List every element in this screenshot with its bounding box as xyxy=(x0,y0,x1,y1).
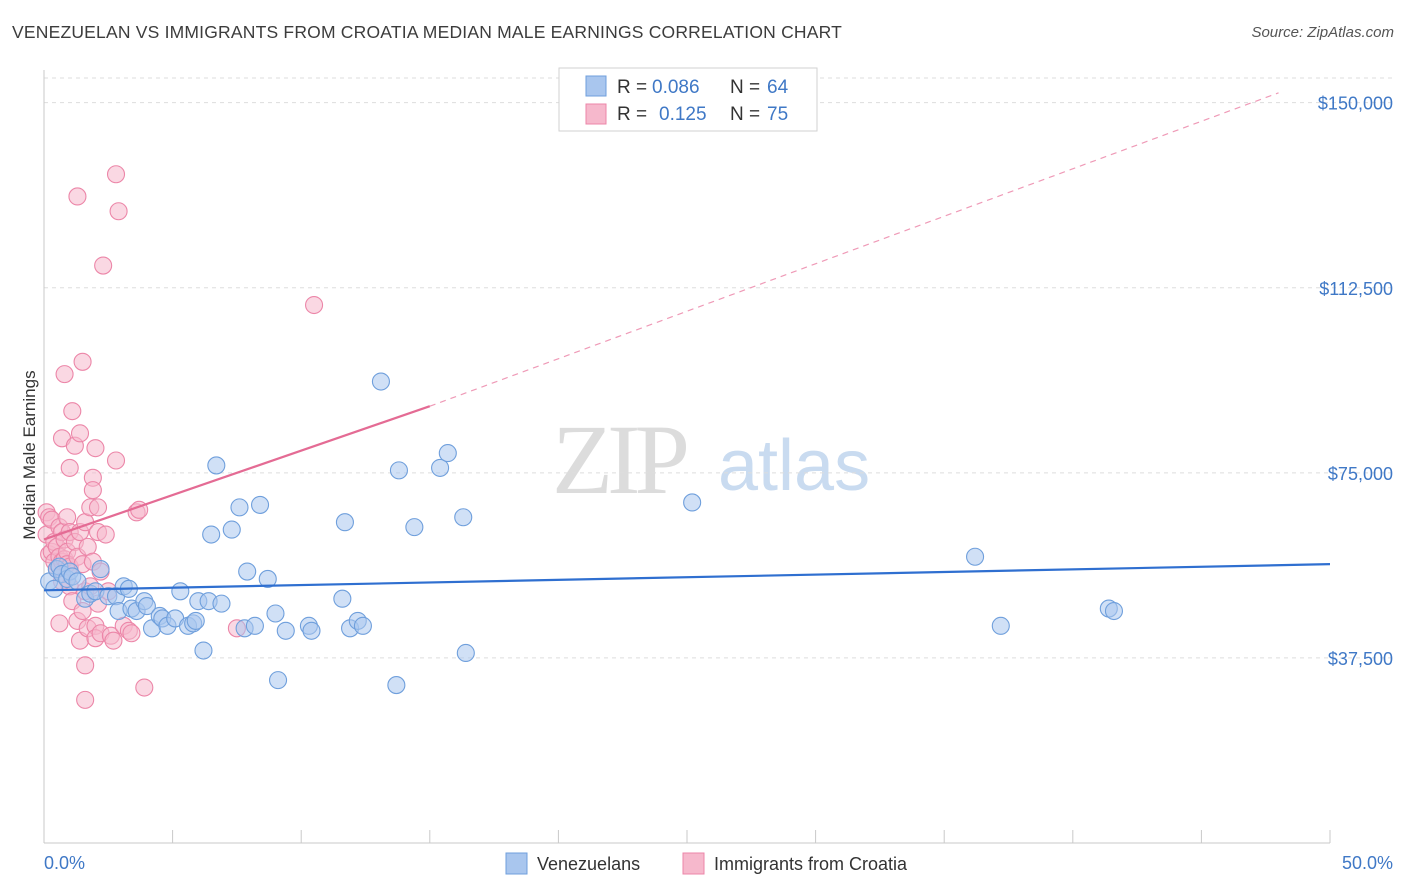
croatia-points xyxy=(37,165,324,709)
legend-r-value-1: 0.086 xyxy=(652,77,700,98)
venezuelan-point-49 xyxy=(333,589,352,608)
croatia-point-42 xyxy=(76,656,95,675)
croatia-point-59 xyxy=(94,256,113,275)
croatia-point-31 xyxy=(68,187,87,206)
venezuelan-point-58 xyxy=(431,458,450,477)
bottom-legend-label-croatia: Immigrants from Croatia xyxy=(714,854,908,874)
venezuelan-point-64 xyxy=(991,616,1010,635)
legend-n-value-1: 64 xyxy=(767,77,789,98)
venezuelan-point-43 xyxy=(258,569,277,589)
venezuelan-point-42 xyxy=(250,495,270,514)
legend-swatch-venezuelans xyxy=(585,75,607,97)
croatia-point-27 xyxy=(63,402,82,421)
legend-swatch-croatia xyxy=(585,103,607,125)
venezuelan-point-61 xyxy=(456,643,475,663)
series-legend: Venezuelans Immigrants from Croatia xyxy=(505,852,908,875)
venezuelan-point-37 xyxy=(222,520,241,539)
watermark: ZIP atlas xyxy=(552,404,870,515)
legend-r-value-2: 0.125 xyxy=(659,104,707,125)
x-tick-label-max: 50.0% xyxy=(1342,853,1393,873)
venezuelan-point-44 xyxy=(266,604,285,623)
venezuelan-point-45 xyxy=(269,671,288,690)
venezuelan-point-34 xyxy=(202,525,221,544)
venezuelan-point-55 xyxy=(387,676,406,695)
venezuelan-point-36 xyxy=(212,594,231,613)
venezuelan-point-56 xyxy=(389,461,408,480)
venezuelan-point-12 xyxy=(91,560,110,579)
legend-n-value-2: 75 xyxy=(767,104,788,125)
venezuelan-point-27 xyxy=(171,582,190,601)
venezuelan-point-46 xyxy=(276,621,295,640)
croatia-point-34 xyxy=(70,424,90,443)
croatia-point-19 xyxy=(55,365,74,384)
bottom-legend-swatch-croatia xyxy=(682,852,705,875)
source-credit: Source: ZipAtlas.com xyxy=(1251,24,1394,41)
venezuelan-point-8 xyxy=(68,572,87,591)
venezuelan-point-57 xyxy=(405,518,424,537)
croatia-point-43 xyxy=(76,690,95,709)
venezuelan-point-63 xyxy=(966,547,985,566)
croatia-point-64 xyxy=(106,165,126,184)
croatia-point-54 xyxy=(88,498,108,517)
croatia-point-51 xyxy=(86,439,105,458)
croatia-trend-extension xyxy=(429,92,1279,407)
croatia-point-49 xyxy=(83,481,102,500)
legend-n-label-1: N = xyxy=(730,77,760,98)
legend-n-label-2: N = xyxy=(730,104,760,125)
venezuelan-point-41 xyxy=(245,616,264,635)
y-axis-tick-labels: $37,500 $75,000 $112,500 $150,000 xyxy=(1318,94,1393,669)
correlation-legend: R = 0.086 N = 64 R = 0.125 N = 75 xyxy=(558,67,818,132)
venezuelan-point-66 xyxy=(1104,601,1124,621)
watermark-atlas: atlas xyxy=(718,426,870,506)
croatia-trend-line xyxy=(43,405,431,541)
venezuelan-point-54 xyxy=(371,372,390,391)
croatia-point-69 xyxy=(122,624,141,643)
chart-title: VENEZUELAN VS IMMIGRANTS FROM CROATIA ME… xyxy=(12,22,843,42)
y-axis-label: Median Male Earnings xyxy=(20,370,39,539)
venezuelan-point-38 xyxy=(230,498,249,517)
venezuelan-point-35 xyxy=(207,456,226,475)
venezuelan-point-53 xyxy=(353,616,372,635)
venezuelan-point-62 xyxy=(683,493,702,512)
y-tick-label-3: $150,000 xyxy=(1318,94,1393,114)
croatia-point-74 xyxy=(305,295,324,315)
legend-r-label-2: R = xyxy=(617,104,647,125)
croatia-point-63 xyxy=(104,631,123,650)
croatia-point-65 xyxy=(106,451,126,470)
croatia-point-72 xyxy=(135,678,154,697)
y-tick-label-0: $37,500 xyxy=(1328,649,1393,669)
trend-lines xyxy=(43,92,1331,592)
watermark-zip: ZIP xyxy=(552,404,686,515)
venezuelan-point-50 xyxy=(335,513,354,532)
croatia-point-37 xyxy=(73,352,92,371)
bottom-legend-swatch-venezuelans xyxy=(505,852,528,875)
venezuelan-points xyxy=(40,372,1124,695)
venezuelan-point-40 xyxy=(238,562,257,581)
venezuelan-point-48 xyxy=(302,621,321,640)
croatia-point-22 xyxy=(58,508,77,527)
legend-r-label-1: R = xyxy=(617,77,647,98)
bottom-legend-label-venezuelans: Venezuelans xyxy=(537,854,640,874)
croatia-point-60 xyxy=(96,525,115,544)
x-tick-label-min: 0.0% xyxy=(44,853,85,873)
x-axis-ticks xyxy=(43,830,1331,843)
croatia-point-23 xyxy=(60,458,79,477)
venezuelan-trend-line xyxy=(43,563,1331,592)
venezuelan-point-21 xyxy=(137,597,156,616)
venezuelan-point-60 xyxy=(454,508,473,527)
croatia-point-66 xyxy=(109,202,128,221)
venezuelan-point-30 xyxy=(186,611,205,630)
y-tick-label-1: $75,000 xyxy=(1328,464,1393,484)
venezuelan-point-59 xyxy=(438,444,457,463)
croatia-point-12 xyxy=(50,614,69,633)
venezuelan-point-32 xyxy=(194,641,213,660)
y-tick-label-2: $112,500 xyxy=(1319,279,1393,299)
